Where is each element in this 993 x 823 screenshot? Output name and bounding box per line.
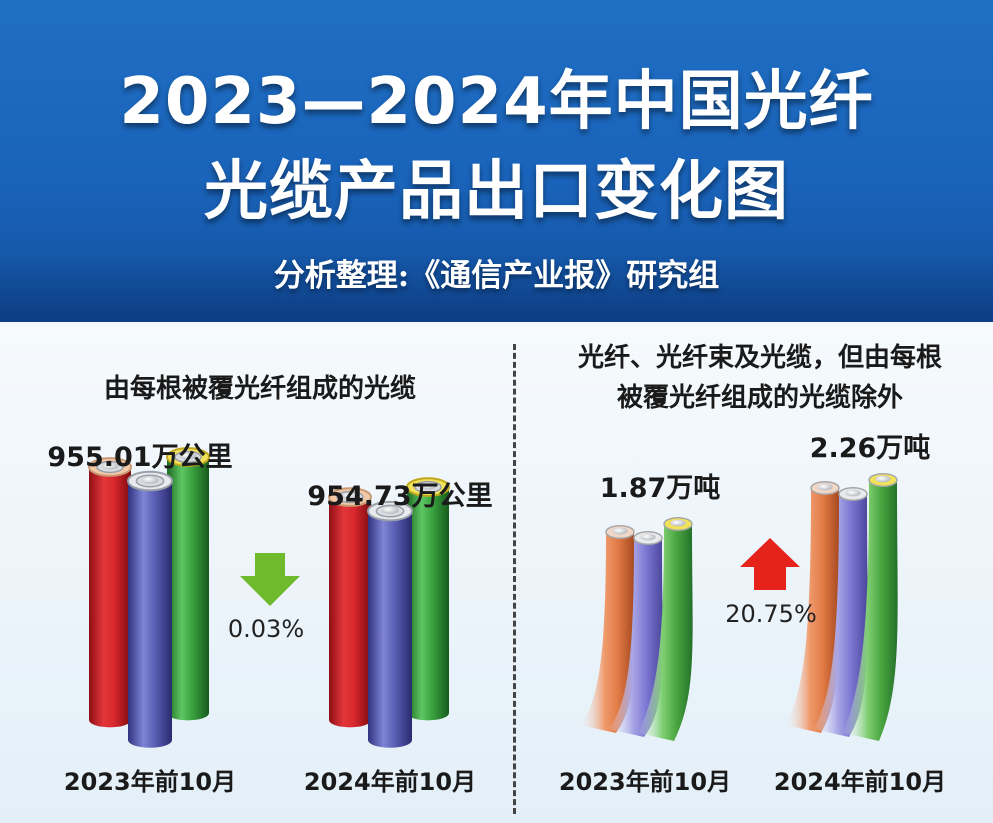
fiber-violet-core <box>640 533 656 541</box>
category-label: 2024年前10月 <box>773 768 947 796</box>
right-panel-title-line-2: 被覆光纤组成的光缆除外 <box>616 383 903 413</box>
cable-red-core <box>341 492 359 500</box>
cable-bundle <box>328 477 450 748</box>
fiber-lime-body <box>638 524 693 741</box>
right-chart-marks <box>580 472 898 741</box>
panel-divider <box>513 344 516 814</box>
fiber-bundle <box>785 472 898 741</box>
cable-green-base <box>407 705 449 721</box>
category-label: 2024年前10月 <box>303 768 477 796</box>
cable-green <box>166 447 210 721</box>
cable-red-body <box>329 497 371 720</box>
value-label: 2.26万吨 <box>809 433 931 464</box>
fiber-lime-core <box>670 519 686 527</box>
cable-red-base <box>329 712 371 728</box>
category-label: 2023年前10月 <box>558 768 732 796</box>
arrow-up-icon <box>740 538 800 590</box>
page-title-line-1: 2023—2024年中国光纤 <box>119 65 874 139</box>
fiber-orange-core <box>612 527 628 535</box>
cable-green <box>406 477 450 721</box>
cable-green-core <box>179 452 197 460</box>
cable-green-base <box>167 705 209 721</box>
change-label-left: 0.03% <box>227 615 305 643</box>
cable-green-core <box>419 482 437 490</box>
cable-blue <box>367 500 413 748</box>
fiber-orange-body <box>785 488 840 733</box>
cable-blue-base <box>368 732 412 748</box>
fiber-orange-core <box>817 483 833 491</box>
cable-bundle <box>88 447 210 748</box>
value-label: 1.87万吨 <box>599 473 721 504</box>
cable-green-body <box>167 457 209 713</box>
cable-blue <box>127 470 173 748</box>
fiber-violet-body <box>608 538 663 737</box>
cable-red-body <box>89 467 131 720</box>
fiber-violet-core <box>845 489 861 497</box>
fiber-lime-body <box>843 480 898 741</box>
value-label: 955.01万公里 <box>47 442 233 473</box>
cable-green-body <box>407 487 449 713</box>
right-panel-title-line-1: 光纤、光纤束及光缆，但由每根 <box>577 343 942 373</box>
fiber-lime-core <box>875 475 891 483</box>
arrow-down-icon <box>240 553 300 606</box>
left-chart-marks <box>88 447 450 748</box>
right-panel-title: 光纤、光纤束及光缆，但由每根 被覆光纤组成的光缆除外 <box>540 338 980 418</box>
cable-blue-body <box>368 511 412 740</box>
cable-blue-core <box>141 476 159 484</box>
cable-red-core <box>101 462 119 470</box>
header-banner <box>0 0 993 322</box>
source-credit: 分析整理:《通信产业报》研究组 <box>273 258 720 294</box>
left-panel-title: 由每根被覆光纤组成的光缆 <box>103 374 416 404</box>
cable-blue-core <box>381 506 399 514</box>
fiber-orange-body <box>580 532 635 733</box>
value-label: 954.73万公里 <box>307 481 493 512</box>
fiber-bundle <box>580 516 693 741</box>
cable-blue-base <box>128 732 172 748</box>
cable-red <box>328 487 372 728</box>
page-title-line-2: 光缆产品出口变化图 <box>204 155 789 229</box>
cable-red-base <box>89 712 131 728</box>
category-label: 2023年前10月 <box>63 768 237 796</box>
cable-blue-body <box>128 481 172 740</box>
change-label-right: 20.75% <box>725 600 817 628</box>
cable-red <box>88 457 132 728</box>
fiber-violet-body <box>813 494 868 737</box>
